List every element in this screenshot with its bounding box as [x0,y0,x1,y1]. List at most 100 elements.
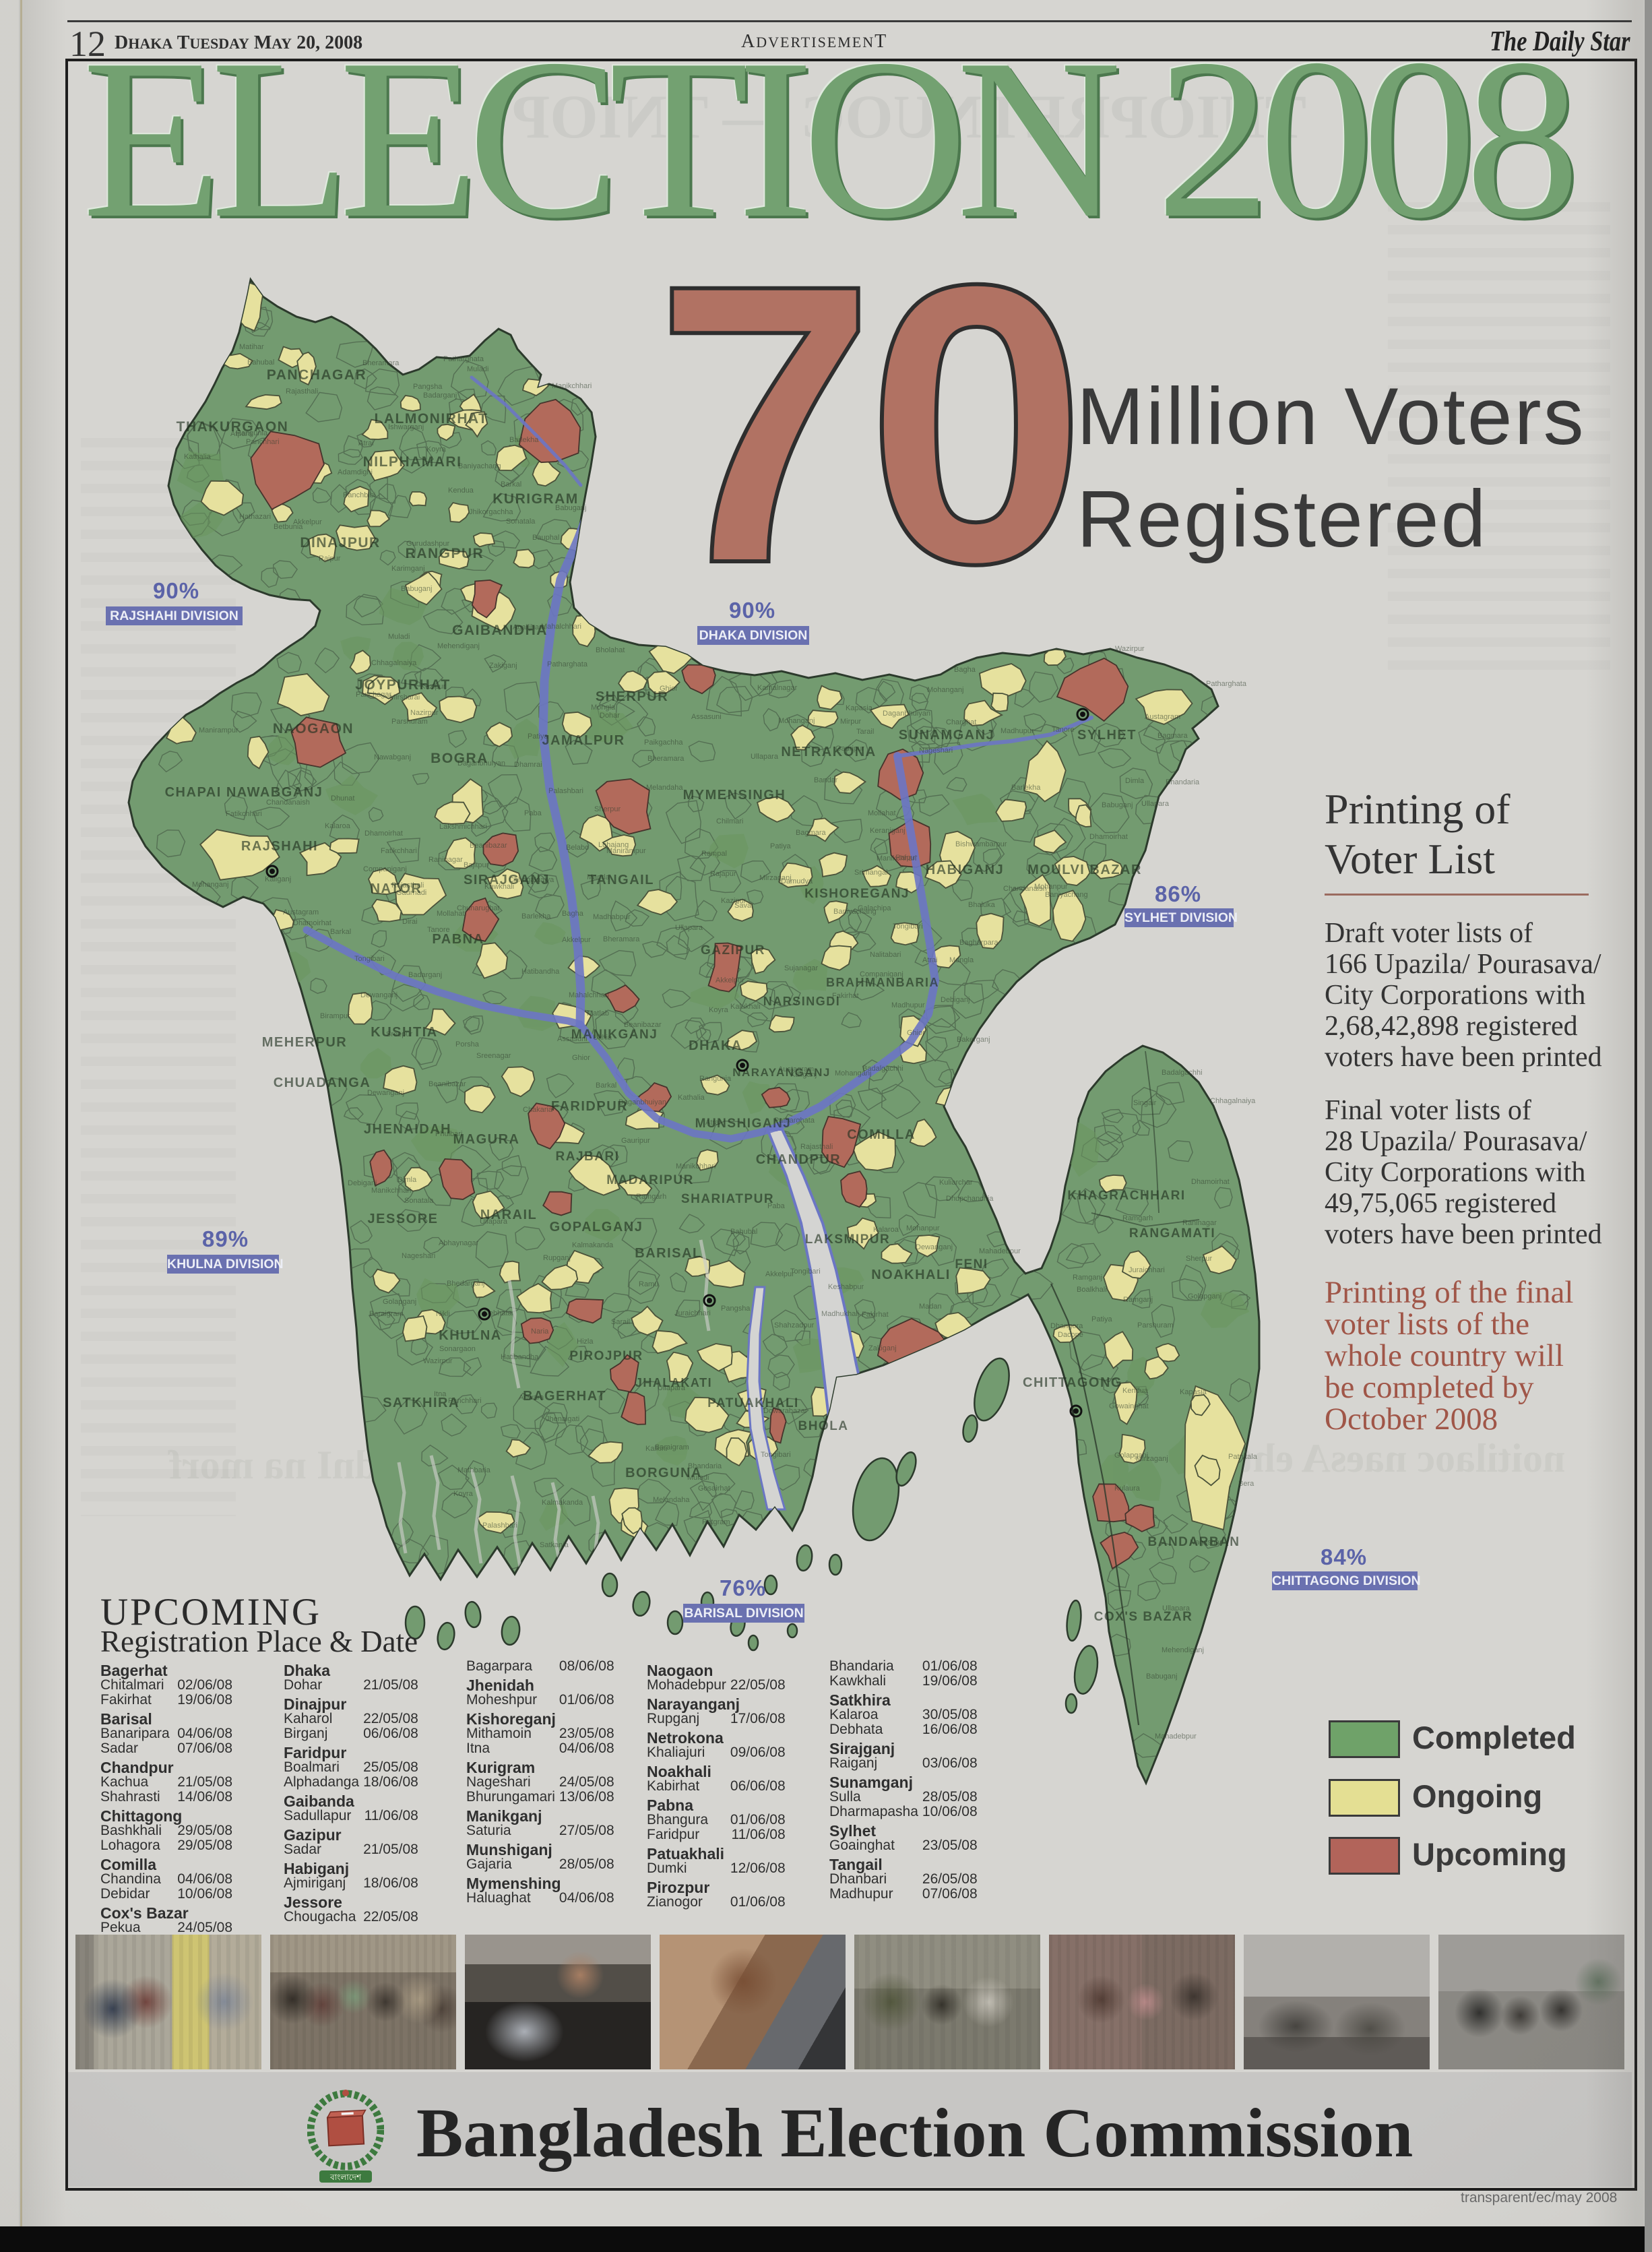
svg-text:Tongibari: Tongibari [790,1268,821,1276]
svg-text:Tongibari: Tongibari [354,955,385,963]
svg-text:Mahadebpur: Mahadebpur [979,1247,1021,1255]
svg-text:Dhupchanchia: Dhupchanchia [946,1195,994,1203]
svg-text:Karimganj: Karimganj [391,565,425,573]
svg-text:Patharghata: Patharghata [774,1117,815,1125]
svg-text:Dhamoirhat: Dhamoirhat [1191,1178,1230,1186]
svg-text:Baniyachang: Baniyachang [458,462,501,470]
svg-text:Savar: Savar [734,902,754,910]
svg-text:NETRAKONA: NETRAKONA [781,745,876,759]
svg-text:PIROJPUR: PIROJPUR [569,1349,643,1363]
svg-text:Dhamrai: Dhamrai [514,761,542,769]
svg-text:Damudya: Damudya [781,877,813,885]
svg-text:Mongla: Mongla [949,956,974,964]
svg-text:Madhupur: Madhupur [891,1001,925,1009]
svg-text:Ishwarganj: Ishwarganj [388,423,424,431]
svg-text:Adamdighi: Adamdighi [338,468,373,476]
svg-text:Dhangora: Dhangora [1050,1322,1083,1330]
svg-text:Bagmara: Bagmara [1157,732,1188,740]
svg-text:Ramganj: Ramganj [1123,1296,1153,1304]
svg-text:TANGAIL: TANGAIL [588,873,654,887]
svg-text:Patiya: Patiya [770,842,791,850]
svg-text:Mollahat: Mollahat [868,809,896,817]
svg-text:Patiya: Patiya [1091,1315,1112,1323]
svg-text:Golapganj: Golapganj [1188,1292,1221,1301]
svg-text:Ghior: Ghior [572,1054,590,1062]
svg-text:FENI: FENI [955,1257,988,1272]
svg-text:Birampur: Birampur [320,1012,350,1020]
svg-text:Badalgachhi: Badalgachhi [1162,1069,1203,1077]
svg-text:NARSINGDI: NARSINGDI [763,995,841,1008]
svg-text:Panchbibi: Panchbibi [343,491,375,499]
svg-text:Madhupur: Madhupur [1000,727,1034,735]
svg-text:JAMALPUR: JAMALPUR [542,733,625,748]
svg-text:Dowarabazar: Dowarabazar [763,1407,808,1415]
svg-text:Badalgachhi: Badalgachhi [862,1065,903,1073]
svg-text:JESSORE: JESSORE [368,1212,439,1226]
svg-text:DHAKA: DHAKA [689,1038,742,1053]
svg-text:Bahubal: Bahubal [730,1228,757,1236]
svg-text:RAJSHAHI: RAJSHAHI [241,839,318,854]
svg-text:Nalitabari: Nalitabari [870,951,901,959]
svg-text:Parshuram: Parshuram [391,718,428,726]
svg-text:Baraigram: Baraigram [655,1443,689,1451]
svg-text:JHENAIDAH: JHENAIDAH [364,1122,451,1137]
svg-text:Tongibari: Tongibari [893,922,923,931]
svg-text:Jhikorgachha: Jhikorgachha [469,508,513,516]
svg-text:Hatibandha: Hatibandha [501,1353,539,1361]
svg-text:BRAHMANBARIA: BRAHMANBARIA [826,976,939,989]
svg-text:Charghat: Charghat [946,718,976,726]
svg-text:Ullapara: Ullapara [751,753,779,761]
svg-text:NOAKHALI: NOAKHALI [871,1268,951,1282]
svg-text:Patgram: Patgram [702,1518,730,1526]
svg-text:Chandanaish: Chandanaish [266,799,310,807]
svg-text:Ramganj: Ramganj [1073,1274,1102,1282]
svg-text:RAJBARI: RAJBARI [556,1150,620,1164]
svg-text:Barkal: Barkal [596,1082,616,1090]
svg-text:Gosairhat: Gosairhat [698,1484,730,1493]
svg-text:Pangsha: Pangsha [721,1305,751,1313]
svg-text:Patharghata: Patharghata [1206,680,1247,688]
svg-text:Debiganj: Debiganj [941,996,970,1004]
svg-text:Golapganj: Golapganj [383,1298,416,1306]
svg-text:KISHOREGANJ: KISHOREGANJ [804,887,910,901]
svg-text:Agailjhara: Agailjhara [513,623,546,631]
svg-text:BAGERHAT: BAGERHAT [523,1389,606,1404]
svg-text:Tanore: Tanore [427,926,450,934]
svg-text:Madhabpur: Madhabpur [593,913,631,921]
svg-text:NATOR: NATOR [371,881,422,896]
svg-text:Fatikchhari: Fatikchhari [226,810,262,818]
svg-text:Hizla: Hizla [577,1338,594,1346]
svg-text:Ghior: Ghior [660,685,678,693]
svg-text:Kathalia: Kathalia [678,1094,705,1102]
svg-text:Bagmara: Bagmara [796,829,827,837]
svg-text:SIRAJGANJ: SIRAJGANJ [464,873,550,887]
svg-text:Gurudashpur: Gurudashpur [406,540,450,548]
svg-text:Akkelpur: Akkelpur [293,518,322,526]
svg-text:Beanibazar: Beanibazar [470,842,507,850]
svg-text:Chhagalnaiya: Chhagalnaiya [1210,1097,1256,1105]
svg-text:Satkania: Satkania [540,1541,569,1549]
svg-text:Panchhari: Panchhari [448,1397,482,1405]
svg-text:Kuliarchar: Kuliarchar [939,1179,973,1187]
svg-text:Galachipa: Galachipa [858,904,891,912]
svg-text:Sherpur: Sherpur [1186,1255,1212,1263]
svg-text:Rampal: Rampal [701,850,727,858]
svg-text:Ramu: Ramu [639,1280,658,1288]
svg-text:Jhenaigati: Jhenaigati [546,1415,579,1423]
svg-text:Matihar: Matihar [239,343,264,351]
svg-text:Mohanganj: Mohanganj [192,881,228,889]
svg-text:Rajapur: Rajapur [710,870,736,878]
svg-text:NARAYANGANJ: NARAYANGANJ [732,1066,831,1079]
svg-text:Manikchhari: Manikchhari [371,1187,411,1195]
svg-text:CHAPAI NAWABGANJ: CHAPAI NAWABGANJ [165,785,323,800]
svg-text:Abhaynagar: Abhaynagar [439,1239,479,1247]
svg-text:Hathazari: Hathazari [239,513,271,521]
svg-text:Dewanganj: Dewanganj [367,1089,404,1097]
svg-text:Nikli: Nikli [436,1310,450,1318]
svg-text:Raninagar: Raninagar [1182,1219,1217,1227]
svg-text:Naria: Naria [531,1327,549,1336]
svg-text:Mollahat: Mollahat [437,910,465,918]
svg-text:Manikchhari: Manikchhari [676,1162,716,1170]
svg-text:Kalaroa: Kalaroa [325,822,351,830]
svg-text:Chhagalnaiya: Chhagalnaiya [371,659,417,667]
